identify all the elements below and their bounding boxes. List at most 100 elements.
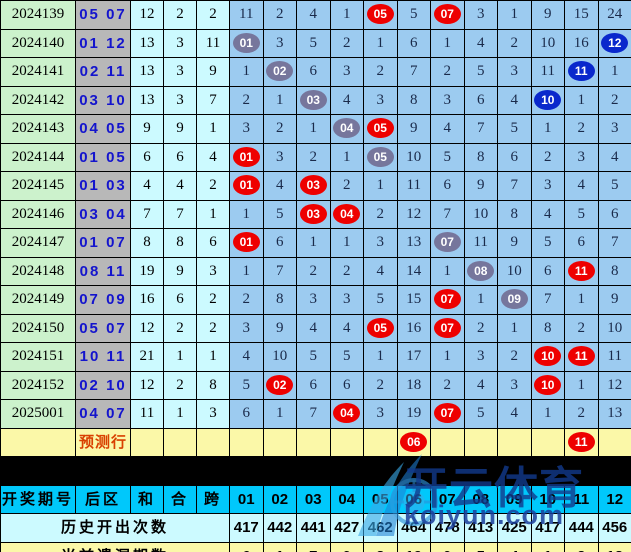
miss-cell: 3 xyxy=(497,370,532,400)
header-number-10[interactable]: 10 xyxy=(530,484,565,514)
sum-value: 7 xyxy=(130,199,164,229)
miss-cell: 6 xyxy=(430,171,465,201)
miss-cell: 1 xyxy=(329,142,364,172)
miss-cell: 01 xyxy=(229,228,264,258)
header-number-02[interactable]: 02 xyxy=(262,484,297,514)
number-ball-gray: 09 xyxy=(500,289,528,309)
miss-cell: 5 xyxy=(363,285,398,315)
span-value: 2 xyxy=(196,0,230,30)
number-ball-blue: 12 xyxy=(601,32,629,53)
span-value: 1 xyxy=(196,342,230,372)
miss-cell: 1 xyxy=(463,285,498,315)
miss-cell: 7 xyxy=(463,114,498,144)
miss-cell: 1 xyxy=(363,342,398,372)
current-miss-value: 1 xyxy=(262,541,297,552)
hz-value: 2 xyxy=(163,370,197,400)
header-number-07[interactable]: 07 xyxy=(430,484,465,514)
miss-cell: 2 xyxy=(262,114,297,144)
miss-cell: 15 xyxy=(396,285,431,315)
number-ball-gray: 05 xyxy=(366,146,394,167)
span-value: 1 xyxy=(196,199,230,229)
miss-cell: 1 xyxy=(229,57,264,87)
predict-blank xyxy=(0,427,76,457)
header-number-01[interactable]: 01 xyxy=(229,484,264,514)
header-issue: 开奖期号 xyxy=(0,484,76,514)
header-number-06[interactable]: 06 xyxy=(396,484,431,514)
miss-cell: 03 xyxy=(296,199,331,229)
miss-cell: 8 xyxy=(396,85,431,115)
number-ball-red: 04 xyxy=(333,203,361,224)
number-ball-gray: 01 xyxy=(232,32,260,53)
miss-cell: 3 xyxy=(497,57,532,87)
number-ball-gray: 07 xyxy=(433,232,461,252)
history-count-value: 417 xyxy=(229,513,264,543)
miss-cell: 2 xyxy=(363,370,398,400)
issue-number: 2025001 xyxy=(0,399,76,429)
sum-value: 12 xyxy=(130,313,164,343)
header-number-03[interactable]: 03 xyxy=(296,484,331,514)
number-ball-red: 05 xyxy=(366,317,394,338)
miss-cell: 17 xyxy=(396,342,431,372)
sum-value: 21 xyxy=(130,342,164,372)
miss-cell: 4 xyxy=(597,142,631,172)
sum-value: 13 xyxy=(130,57,164,87)
miss-cell: 24 xyxy=(597,0,631,30)
miss-cell: 7 xyxy=(530,285,565,315)
header-number-04[interactable]: 04 xyxy=(329,484,364,514)
predict-cell xyxy=(363,427,398,457)
miss-cell: 10 xyxy=(597,313,631,343)
hz-value: 3 xyxy=(163,28,197,58)
miss-cell: 03 xyxy=(296,85,331,115)
miss-cell: 5 xyxy=(430,142,465,172)
miss-cell: 4 xyxy=(229,342,264,372)
miss-cell: 4 xyxy=(296,0,331,30)
number-ball-red: 11 xyxy=(567,431,595,452)
miss-cell: 4 xyxy=(430,114,465,144)
predict-blank xyxy=(163,427,197,457)
header-number-05[interactable]: 05 xyxy=(363,484,398,514)
history-count-value: 417 xyxy=(530,513,565,543)
miss-cell: 8 xyxy=(497,199,532,229)
miss-cell: 4 xyxy=(497,399,532,429)
predict-cell xyxy=(530,427,565,457)
miss-cell: 1 xyxy=(430,256,465,286)
miss-cell: 5 xyxy=(329,342,364,372)
number-ball-red: 11 xyxy=(567,346,595,366)
header-number-12[interactable]: 12 xyxy=(597,484,631,514)
hz-value: 7 xyxy=(163,199,197,229)
miss-cell: 01 xyxy=(229,142,264,172)
miss-cell: 5 xyxy=(530,228,565,258)
header-number-08[interactable]: 08 xyxy=(463,484,498,514)
miss-cell: 3 xyxy=(329,57,364,87)
miss-cell: 2 xyxy=(564,313,599,343)
column-header-row: 开奖期号 后区和合跨 01 02 03 04 05 06 07 08 09 10 11 12 xyxy=(0,484,631,514)
miss-cell: 6 xyxy=(497,142,532,172)
miss-cell: 5 xyxy=(229,370,264,400)
miss-cell: 2 xyxy=(363,57,398,87)
miss-cell: 1 xyxy=(597,57,631,87)
miss-cell: 5 xyxy=(296,342,331,372)
miss-cell: 5 xyxy=(396,0,431,30)
current-miss-value: 4 xyxy=(497,541,532,552)
table-row: 2024148 08 11 19 9 3 1 7 2 2 4 14 1 08 10 6 11 8 xyxy=(0,256,631,286)
current-miss-label: 当前遗漏期数 xyxy=(0,541,230,552)
miss-cell: 6 xyxy=(463,85,498,115)
miss-cell: 3 xyxy=(262,142,297,172)
issue-number: 2024141 xyxy=(0,57,76,87)
miss-cell: 6 xyxy=(597,199,631,229)
miss-cell: 9 xyxy=(597,285,631,315)
miss-cell: 13 xyxy=(597,399,631,429)
history-count-label: 历史开出次数 xyxy=(0,513,230,543)
number-ball-gray: 02 xyxy=(266,61,294,81)
miss-cell: 8 xyxy=(597,256,631,286)
header-number-09[interactable]: 09 xyxy=(497,484,532,514)
header-span: 跨 xyxy=(196,484,230,514)
miss-cell: 6 xyxy=(530,256,565,286)
miss-cell: 1 xyxy=(430,28,465,58)
miss-cell: 7 xyxy=(430,199,465,229)
miss-cell: 2 xyxy=(564,114,599,144)
miss-cell: 6 xyxy=(296,370,331,400)
header-number-11[interactable]: 11 xyxy=(564,484,599,514)
miss-cell: 3 xyxy=(597,114,631,144)
